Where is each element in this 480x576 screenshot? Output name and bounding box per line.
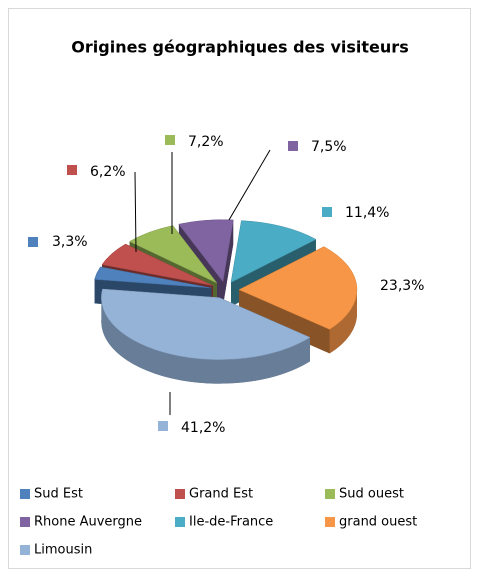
label-key bbox=[322, 207, 332, 217]
legend-swatch bbox=[20, 545, 30, 555]
label-key bbox=[165, 135, 175, 145]
data-label: 41,2% bbox=[181, 420, 225, 436]
leader-line bbox=[228, 149, 271, 221]
slice bbox=[178, 219, 234, 283]
pie bbox=[94, 219, 358, 384]
legend-label: Rhone Auvergne bbox=[34, 515, 142, 530]
slice-side bbox=[329, 289, 357, 354]
data-label: 3,3% bbox=[52, 234, 88, 250]
label-key bbox=[158, 421, 168, 431]
legend-swatch bbox=[325, 517, 335, 527]
slice bbox=[101, 243, 214, 286]
slice-edge bbox=[222, 219, 234, 306]
legend-label: Ile-de-France bbox=[189, 515, 273, 530]
legend-swatch bbox=[325, 489, 335, 499]
data-label: 6,2% bbox=[90, 164, 126, 180]
label-key bbox=[67, 165, 77, 175]
legend-swatch bbox=[175, 517, 185, 527]
chart-title: Origines géographiques des visiteurs bbox=[71, 38, 408, 57]
label-key bbox=[28, 237, 38, 247]
slice bbox=[238, 246, 358, 330]
legend-swatch bbox=[20, 517, 30, 527]
label-key bbox=[288, 141, 298, 151]
legend-swatch bbox=[20, 489, 30, 499]
slice-side bbox=[101, 297, 310, 384]
legend-label: grand ouest bbox=[339, 515, 417, 530]
slice bbox=[101, 288, 311, 360]
legend-swatch bbox=[175, 489, 185, 499]
data-label: 11,4% bbox=[345, 205, 389, 221]
slice bbox=[230, 220, 317, 283]
legend-label: Limousin bbox=[34, 543, 92, 558]
slice bbox=[94, 266, 212, 289]
legend-label: Grand Est bbox=[189, 487, 253, 502]
data-label: 7,5% bbox=[311, 139, 347, 155]
slice bbox=[128, 225, 218, 284]
legend-label: Sud Est bbox=[34, 487, 83, 502]
data-label: 7,2% bbox=[188, 134, 224, 150]
leader-line bbox=[134, 171, 137, 253]
legend-label: Sud ouest bbox=[339, 487, 404, 502]
data-label: 23,3% bbox=[380, 278, 424, 294]
